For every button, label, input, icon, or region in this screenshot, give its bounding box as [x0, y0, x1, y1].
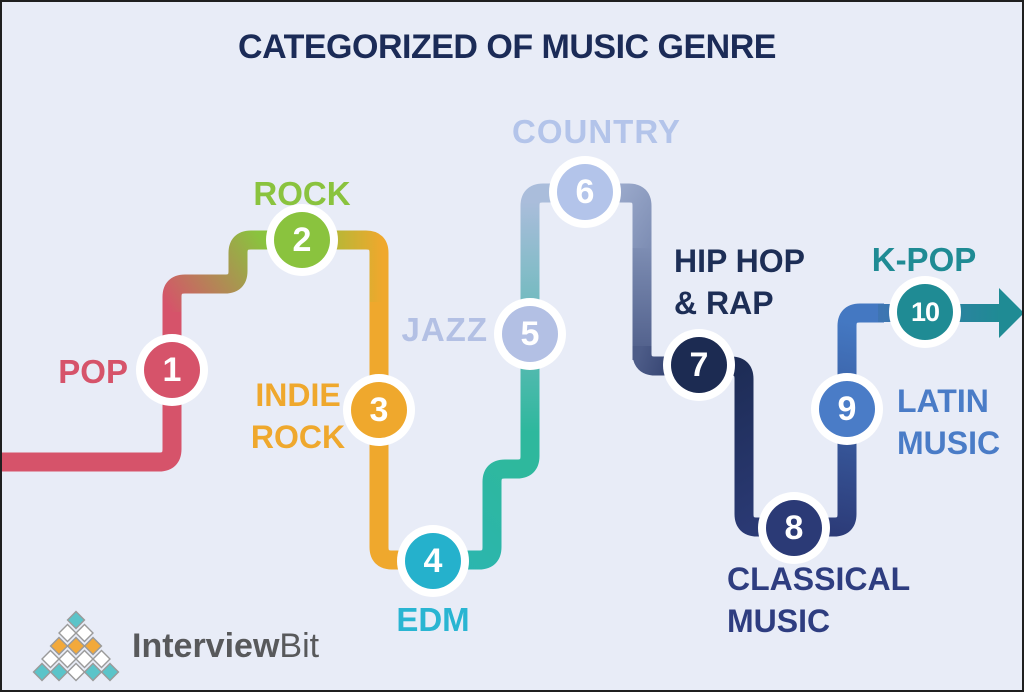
- genre-number-jazz: 5: [502, 306, 558, 362]
- genre-label-pop: POP: [58, 353, 128, 390]
- genre-circle-latin: 9: [811, 373, 883, 445]
- genre-label-kpop: K-POP: [871, 241, 977, 278]
- genre-label-jazz: JAZZ: [401, 311, 488, 348]
- path-segment-indie-edm: [369, 302, 435, 570]
- path-segment-rock-indie: [298, 230, 389, 312]
- path-segment-jazz: [520, 183, 587, 432]
- path-segment-pop-rock: [162, 230, 304, 312]
- genre-circle-jazz: 5: [494, 298, 566, 370]
- genre-circle-rock: 2: [266, 204, 338, 276]
- genre-label-indie-rock: INDIE ROCK: [250, 377, 346, 456]
- genre-number-pop: 1: [144, 342, 200, 398]
- path-segment-hiphop-classical: [697, 356, 796, 537]
- genre-number-edm: 4: [405, 533, 461, 589]
- genre-number-hiphop-rap: 7: [671, 337, 727, 393]
- genre-circle-country: 6: [549, 156, 621, 228]
- genre-circle-edm: 4: [397, 525, 469, 597]
- genre-label-classical-music: CLASSICAL MUSIC: [727, 561, 911, 640]
- genre-circle-indie-rock: 3: [343, 374, 415, 446]
- genre-circle-kpop: 10: [889, 276, 961, 348]
- path-segment-country: [580, 183, 652, 254]
- genre-number-rock: 2: [274, 212, 330, 268]
- genre-number-indie-rock: 3: [351, 382, 407, 438]
- genre-number-kpop: 10: [897, 284, 953, 340]
- genre-label-latin-music: LATIN MUSIC: [897, 383, 1001, 462]
- page-title: CATEGORIZED OF MUSIC GENRE: [238, 28, 776, 66]
- path-segment-into-hiphop: [632, 346, 701, 376]
- interviewbit-logo: InterviewBit: [30, 606, 319, 686]
- brand-light: Bit: [279, 626, 320, 665]
- genre-circle-classical: 8: [758, 492, 830, 564]
- genre-number-classical: 8: [766, 500, 822, 556]
- genre-number-country: 6: [557, 164, 613, 220]
- genre-circle-pop: 1: [136, 334, 208, 406]
- brand-bold: Interview: [132, 626, 280, 665]
- genre-label-edm: EDM: [396, 601, 470, 638]
- arrow-head-icon: [999, 288, 1022, 338]
- genre-number-latin: 9: [819, 381, 875, 437]
- logo-pyramid-icon: [32, 610, 120, 682]
- genre-circle-hiphop-rap: 7: [663, 329, 735, 401]
- path-segment-edm-up: [432, 422, 540, 570]
- path-segment-pop: [2, 302, 182, 472]
- genre-label-country: COUNTRY: [512, 113, 681, 150]
- brand-text: InterviewBit: [132, 627, 319, 666]
- genre-label-hiphop-rap: HIP HOP & RAP: [674, 243, 805, 322]
